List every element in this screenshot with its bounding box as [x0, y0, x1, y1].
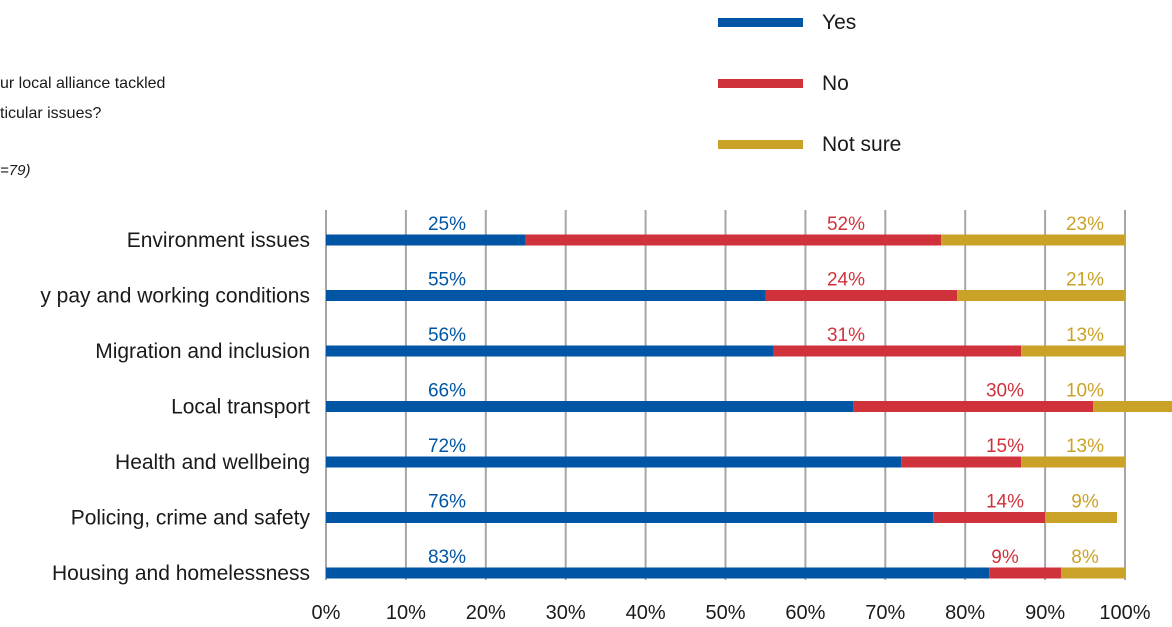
- bar-segment-no: [989, 567, 1062, 579]
- bar-segment-no: [765, 290, 958, 301]
- sample-size-note: =79): [0, 162, 30, 179]
- x-tick-label: 10%: [386, 602, 426, 624]
- data-label-not-sure: 23%: [1066, 214, 1104, 235]
- bars: [326, 234, 1172, 579]
- category-label: Migration and inclusion: [95, 340, 310, 363]
- data-label-no: 30%: [986, 381, 1024, 402]
- bar-segment-not-sure: [957, 290, 1125, 301]
- x-tick-label: 70%: [865, 602, 905, 624]
- bar-segment-yes: [326, 234, 526, 246]
- legend-label: Yes: [822, 11, 856, 34]
- bar-segment-yes: [326, 345, 774, 357]
- data-label-yes: 76%: [428, 492, 466, 513]
- data-label-not-sure: 8%: [1071, 547, 1099, 568]
- x-tick-label: 0%: [312, 602, 341, 624]
- bar-segment-not-sure: [1021, 345, 1125, 357]
- category-label: Local transport: [171, 396, 310, 419]
- bar-segment-yes: [326, 290, 766, 301]
- data-label-no: 14%: [986, 492, 1024, 513]
- data-labels: 25% 52% 23% 55% 24% 21% 56% 31% 13% 66% 30% 10% 72% 1…: [428, 214, 1104, 568]
- x-tick-label: 100%: [1099, 602, 1150, 624]
- bar-segment-not-sure: [1045, 512, 1118, 523]
- data-label-not-sure: 9%: [1071, 492, 1099, 513]
- data-label-yes: 56%: [428, 325, 466, 346]
- legend: Yes No Not sure: [718, 11, 901, 156]
- x-tick-label: 90%: [1025, 602, 1065, 624]
- data-label-yes: 25%: [428, 214, 466, 235]
- legend-label: Not sure: [822, 133, 901, 156]
- x-axis-ticks: 0% 10% 20% 30% 40% 50% 60% 70% 80% 90% 100%: [312, 602, 1151, 624]
- data-label-no: 15%: [986, 436, 1024, 457]
- bar-segment-not-sure: [941, 234, 1125, 246]
- bar-segment-not-sure: [1021, 456, 1125, 468]
- data-label-no: 24%: [827, 270, 865, 291]
- x-tick-label: 40%: [626, 602, 666, 624]
- category-label: Health and wellbeing: [115, 451, 310, 474]
- data-label-no: 52%: [827, 214, 865, 235]
- category-label: Policing, crime and safety: [71, 507, 311, 530]
- category-label: y pay and working conditions: [40, 285, 310, 308]
- data-label-yes: 55%: [428, 270, 466, 291]
- bar-segment-no: [525, 234, 942, 246]
- bar-segment-not-sure: [1093, 401, 1172, 412]
- legend-swatch: [718, 79, 803, 88]
- bar-segment-no: [933, 512, 1046, 523]
- legend-label: No: [822, 72, 849, 95]
- bar-segment-yes: [326, 512, 934, 523]
- x-tick-label: 20%: [466, 602, 506, 624]
- data-label-yes: 72%: [428, 436, 466, 457]
- bar-segment-no: [853, 401, 1094, 412]
- question-line-1: ur local alliance tackled: [0, 75, 165, 92]
- bar-segment-yes: [326, 567, 990, 579]
- data-label-no: 31%: [827, 325, 865, 346]
- data-label-not-sure: 13%: [1066, 325, 1104, 346]
- data-label-yes: 66%: [428, 381, 466, 402]
- legend-swatch: [718, 18, 803, 27]
- x-tick-label: 30%: [546, 602, 586, 624]
- question-line-2: ticular issues?: [0, 105, 101, 122]
- category-label: Housing and homelessness: [52, 562, 310, 585]
- data-label-not-sure: 21%: [1066, 270, 1104, 291]
- category-labels: Environment issues y pay and working cond…: [40, 229, 310, 585]
- bar-segment-no: [901, 456, 1022, 468]
- question-text: ur local alliance tackled ticular issues…: [0, 75, 165, 179]
- x-tick-label: 80%: [945, 602, 985, 624]
- bar-segment-not-sure: [1061, 567, 1125, 579]
- data-label-not-sure: 13%: [1066, 436, 1104, 457]
- category-label: Environment issues: [127, 229, 310, 252]
- bar-segment-no: [773, 345, 1022, 357]
- x-tick-label: 60%: [785, 602, 825, 624]
- x-tick-label: 50%: [705, 602, 745, 624]
- data-label-not-sure: 10%: [1066, 381, 1104, 402]
- bar-segment-yes: [326, 456, 902, 468]
- legend-swatch: [718, 140, 803, 149]
- bar-segment-yes: [326, 401, 854, 412]
- data-label-yes: 83%: [428, 547, 466, 568]
- data-label-no: 9%: [991, 547, 1019, 568]
